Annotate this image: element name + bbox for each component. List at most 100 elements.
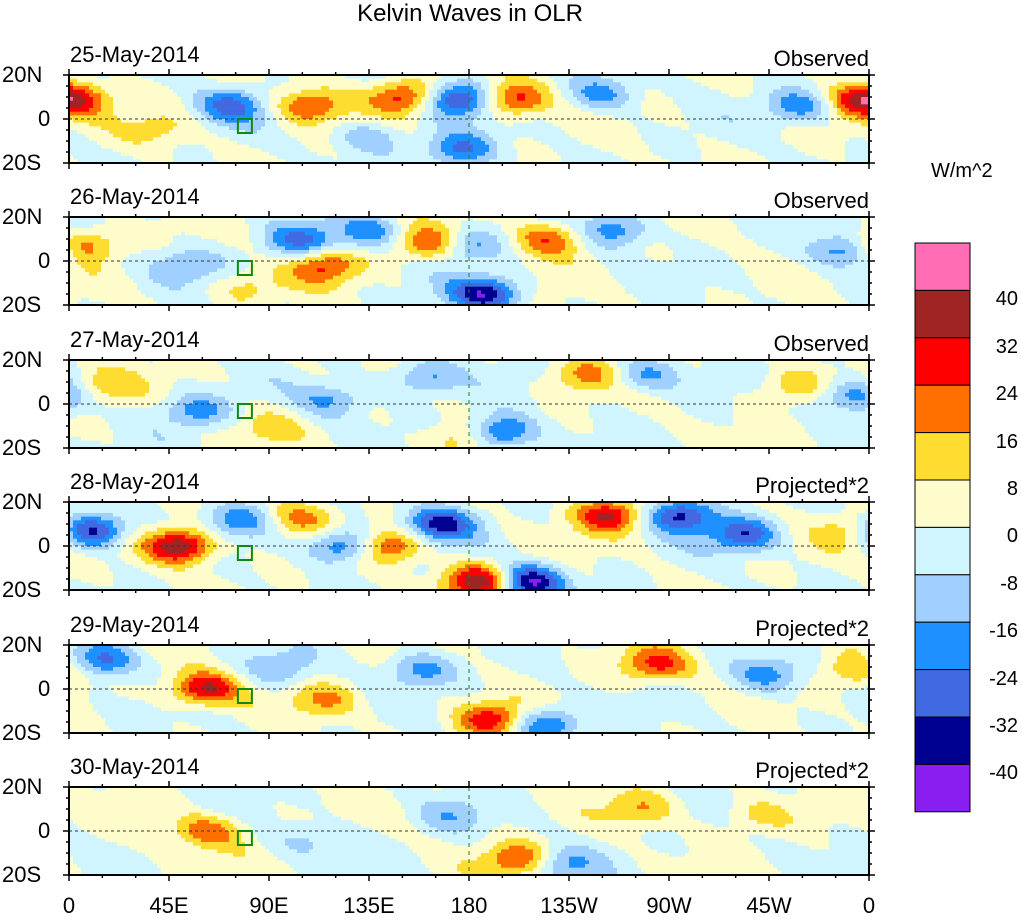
contour-cell (229, 663, 246, 668)
contour-cell (813, 104, 822, 109)
contour-cell (165, 115, 194, 120)
contour-cell (577, 722, 662, 727)
contour-cell (641, 520, 650, 525)
contour-cell (201, 535, 210, 540)
contour-cell (681, 407, 734, 412)
contour-cell (457, 524, 470, 529)
contour-cell (733, 659, 786, 664)
contour-cell (69, 148, 114, 153)
contour-cell (73, 250, 86, 255)
contour-cell (413, 527, 422, 532)
contour-cell (361, 148, 394, 153)
contour-cell (641, 513, 650, 518)
contour-cell (333, 549, 342, 554)
contour-cell (209, 729, 258, 734)
contour-cell (665, 242, 710, 247)
contour-cell (181, 538, 198, 543)
contour-cell (589, 235, 606, 240)
contour-cell (105, 722, 174, 727)
contour-cell (89, 700, 146, 705)
contour-cell (253, 418, 294, 423)
contour-cell (373, 152, 390, 157)
contour-cell (69, 867, 82, 872)
contour-cell (729, 812, 750, 817)
contour-cell (561, 696, 706, 701)
contour-cell (481, 301, 486, 306)
contour-cell (121, 535, 130, 540)
contour-cell (225, 827, 238, 832)
contour-cell (105, 404, 154, 409)
contour-cell (553, 100, 570, 105)
contour-cell (497, 155, 518, 160)
contour-cell (597, 242, 626, 247)
contour-cell (837, 659, 870, 664)
contour-cell (329, 137, 346, 142)
contour-cell (797, 582, 862, 587)
contour-cell (501, 571, 506, 576)
contour-cell (449, 360, 486, 365)
x-tick-label: 180 (450, 893, 488, 918)
contour-cell (797, 404, 838, 409)
contour-cell (377, 718, 438, 723)
contour-cell (69, 798, 190, 803)
contour-cell (717, 538, 734, 543)
contour-cell (565, 659, 622, 664)
contour-cell (825, 389, 838, 394)
contour-cell (337, 286, 362, 291)
contour-cell (281, 126, 334, 131)
contour-cell (469, 100, 478, 105)
contour-cell (157, 553, 190, 558)
contour-cell (265, 224, 346, 229)
contour-cell (601, 231, 626, 236)
contour-cell (565, 513, 578, 518)
contour-cell (529, 729, 562, 734)
contour-cell (857, 527, 866, 532)
contour-cell (141, 568, 174, 573)
contour-cell (261, 575, 306, 580)
contour-cell (457, 527, 466, 532)
contour-cell (229, 426, 254, 431)
contour-cell (89, 696, 130, 701)
contour-cell (497, 279, 514, 284)
contour-cell (421, 516, 434, 521)
contour-cell (253, 426, 302, 431)
contour-cell (201, 111, 210, 116)
contour-cell (521, 297, 534, 302)
contour-cell (281, 389, 342, 394)
contour-cell (229, 531, 266, 536)
contour-cell (69, 729, 114, 734)
contour-cell (749, 275, 822, 280)
contour-cell (321, 729, 362, 734)
contour-cell (365, 509, 394, 514)
contour-cell (209, 820, 230, 825)
contour-cell (77, 159, 142, 164)
contour-cell (437, 374, 474, 379)
contour-cell (485, 100, 490, 105)
contour-cell (101, 104, 114, 109)
contour-cell (597, 228, 626, 233)
contour-cell (289, 78, 362, 83)
contour-cell (489, 82, 502, 87)
contour-cell (461, 718, 470, 723)
contour-cell (537, 678, 578, 683)
contour-cell (345, 557, 362, 562)
contour-cell (537, 217, 594, 222)
contour-cell (821, 659, 838, 664)
contour-cell (265, 516, 274, 521)
contour-cell (581, 141, 646, 146)
contour-cell (621, 659, 634, 664)
contour-cell (101, 652, 110, 657)
contour-cell (277, 801, 286, 806)
contour-cell (509, 714, 518, 719)
contour-cell (85, 250, 94, 255)
contour-cell (137, 527, 158, 532)
contour-cell (69, 272, 90, 277)
contour-cell (509, 729, 518, 734)
contour-cell (613, 502, 634, 507)
contour-cell (217, 685, 230, 690)
contour-cell (757, 579, 798, 584)
contour-cell (69, 678, 90, 683)
contour-cell (849, 722, 866, 727)
contour-cell (789, 257, 814, 262)
contour-cell (313, 115, 338, 120)
